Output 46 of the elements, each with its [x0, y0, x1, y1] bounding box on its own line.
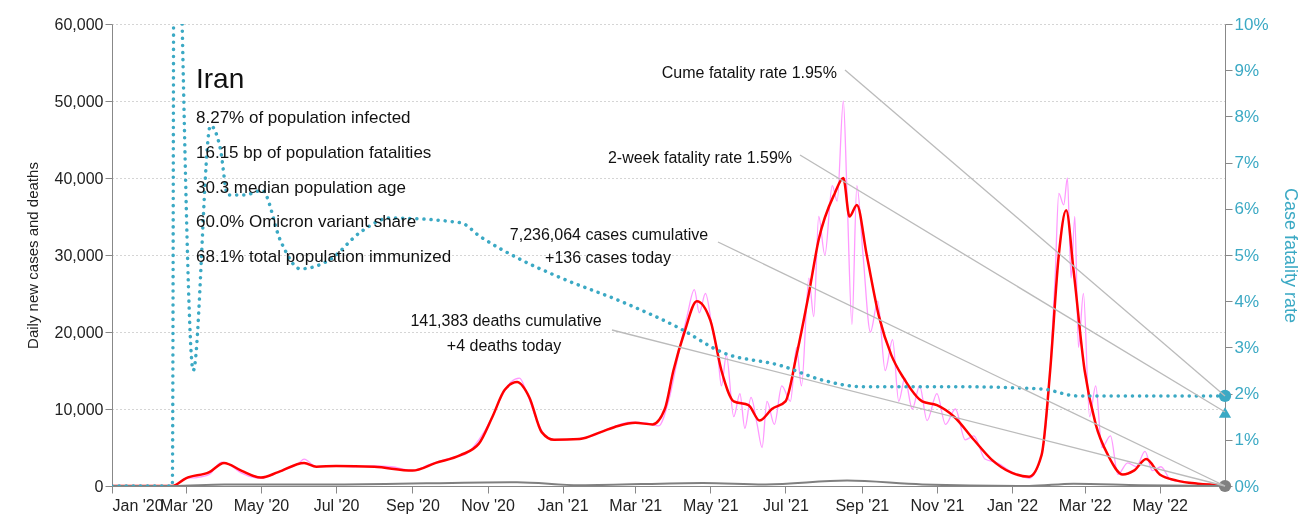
annotation: 8.27% of population infected [196, 108, 411, 127]
annotation: 16.15 bp of population fatalities [196, 143, 432, 162]
y-tick-label: 60,000 [54, 15, 104, 33]
annotation: 2-week fatality rate 1.59% [607, 149, 792, 166]
annotation: 141,383 deaths cumulative [410, 312, 602, 329]
y-tick-label: 40,000 [54, 169, 104, 187]
x-tick-label: Sep '21 [835, 496, 890, 514]
y2-tick-label: 6% [1234, 199, 1260, 219]
text: Iran [196, 63, 245, 94]
annotation: +4 deaths today [446, 337, 562, 354]
x-tick-label: Nov '20 [461, 496, 515, 514]
annotation: 30.3 median population age [196, 178, 406, 197]
x-tick-label: May '22 [1132, 496, 1189, 514]
y2-tick-label: 2% [1234, 384, 1260, 404]
y2-tick-label: 5% [1234, 245, 1260, 265]
annotation: 60.0% Omicron variant share [196, 212, 417, 231]
y2-tick-label: 3% [1234, 337, 1260, 357]
x-tick-label: Jan '22 [986, 496, 1039, 514]
y2-tick-label: 10% [1234, 14, 1269, 34]
x-tick-label: Jan '20 [112, 496, 164, 514]
y2-tick-label: 8% [1234, 106, 1260, 126]
x-tick-label: Sep '20 [386, 496, 440, 514]
x-tick-label: Mar '21 [609, 496, 663, 514]
annotation: Cume fatality rate 1.95% [661, 64, 837, 81]
y-tick-label: 30,000 [54, 246, 104, 264]
y2-tick-label: 4% [1234, 291, 1260, 311]
y2-tick-label: 7% [1234, 153, 1260, 173]
x-tick-label: May '21 [683, 496, 739, 514]
x-tick-label: Mar '22 [1058, 496, 1112, 514]
y-tick-label: 20,000 [54, 323, 104, 341]
x-tick-label: May '20 [233, 496, 290, 514]
y-axis-title: Daily new cases and deaths [23, 162, 41, 349]
annotation: 68.1% total population immunized [196, 247, 452, 266]
y-tick-label: 50,000 [54, 92, 104, 110]
x-tick-label: Nov '21 [910, 496, 965, 514]
annotation: 7,236,064 cases cumulative [509, 226, 709, 243]
x-tick-label: Jul '21 [763, 496, 809, 514]
y-tick-label: 0 [94, 477, 104, 495]
x-tick-label: Jan '21 [537, 496, 589, 514]
x-tick-label: Jul '20 [313, 496, 360, 514]
y2-tick-label: 1% [1234, 430, 1260, 450]
annotation: +136 cases today [545, 249, 671, 266]
y2-tick-label: 0% [1234, 476, 1260, 496]
y-tick-label: 10,000 [54, 400, 104, 418]
y2-axis-title: Case fatality rate [1280, 187, 1301, 324]
y2-tick-label: 9% [1234, 60, 1260, 80]
